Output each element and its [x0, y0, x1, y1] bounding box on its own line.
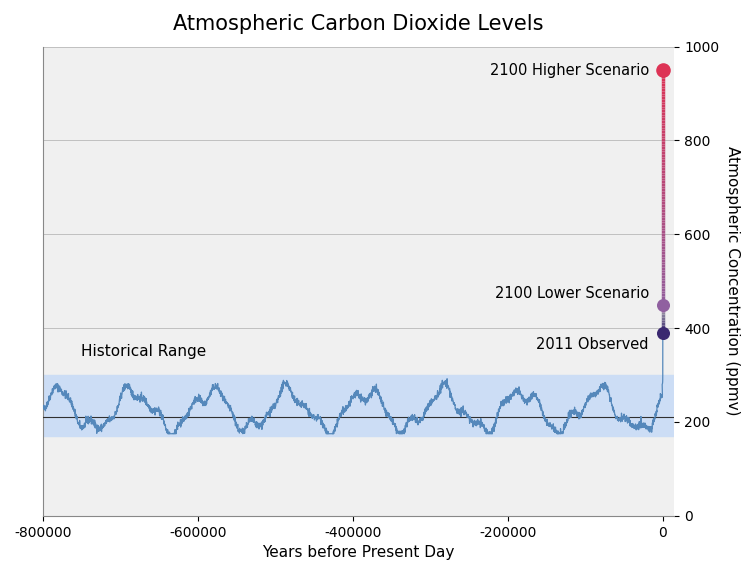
Text: 2011 Observed: 2011 Observed [536, 336, 649, 351]
Point [657, 328, 669, 338]
Point [657, 65, 669, 75]
Text: Historical Range: Historical Range [81, 344, 207, 359]
Point [657, 300, 669, 309]
Bar [43, 375, 674, 436]
Y-axis label: Atmospheric Concentration (ppmv): Atmospheric Concentration (ppmv) [725, 146, 740, 416]
X-axis label: Years before Present Day: Years before Present Day [262, 545, 455, 560]
Title: Atmospheric Carbon Dioxide Levels: Atmospheric Carbon Dioxide Levels [173, 14, 544, 34]
Text: 2100 Higher Scenario: 2100 Higher Scenario [489, 63, 649, 77]
Text: 2100 Lower Scenario: 2100 Lower Scenario [495, 286, 649, 301]
